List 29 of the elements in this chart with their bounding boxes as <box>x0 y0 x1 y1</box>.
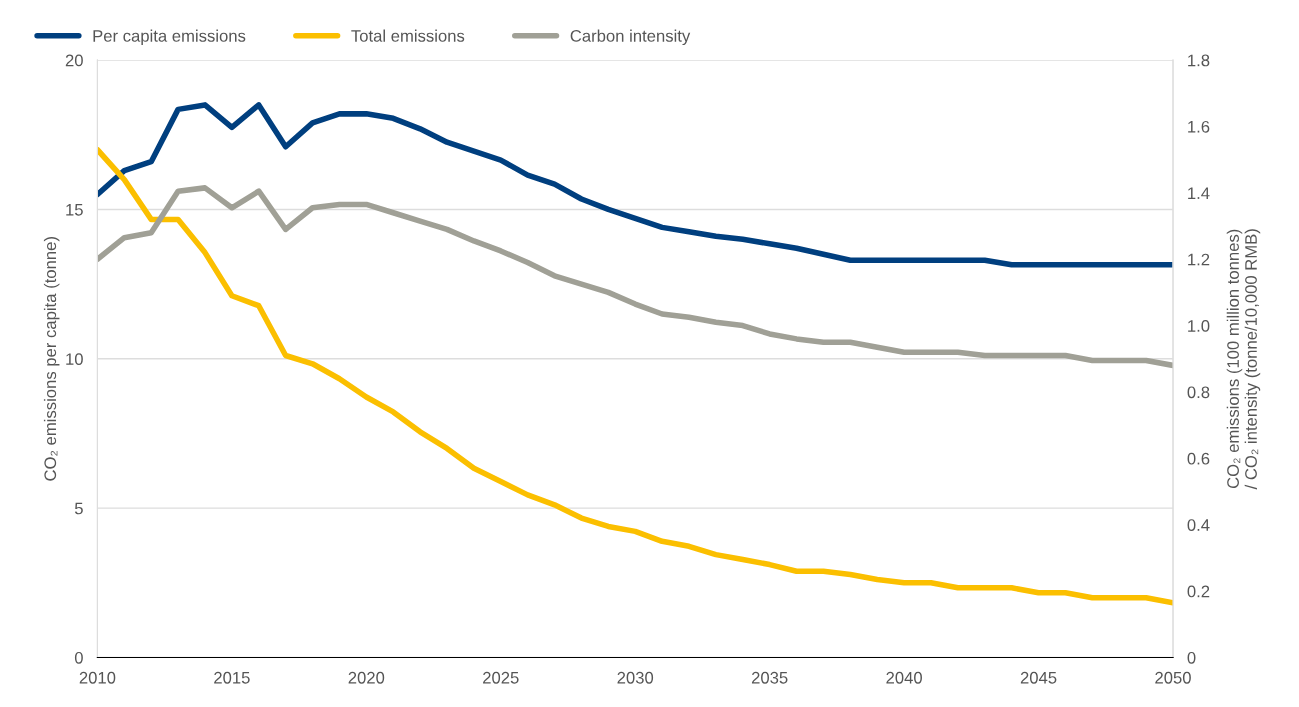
y-tick-label: 15 <box>66 204 83 216</box>
y-tick-label: 10 <box>66 353 83 366</box>
y2-tick-label: 0.2 <box>1187 585 1210 598</box>
y2-axis-title: CO₂ emissions (100 million tonnes) / CO₂ intensity (tonne/10,000 RMB) <box>1226 229 1261 490</box>
legend-label: Total emissions <box>351 29 465 42</box>
x-tick-label: 2050 <box>1155 671 1191 684</box>
x-tick-label: 2010 <box>79 671 116 684</box>
y-tick-label: 20 <box>65 54 83 67</box>
legend-label: Carbon intensity <box>570 29 691 46</box>
y2-tick-label: 1.6 <box>1188 120 1210 133</box>
y2-tick-label: 0 <box>1187 651 1196 664</box>
x-tick-label: 2045 <box>1020 671 1057 684</box>
y2-tick-label: 1.4 <box>1188 187 1210 199</box>
x-tick-label: 2040 <box>886 671 922 684</box>
y2-tick-label: 0.4 <box>1187 519 1210 531</box>
y2-tick-label: 1.8 <box>1188 54 1210 67</box>
x-tick-label: 2035 <box>751 671 788 684</box>
y2-tick-label: 0.8 <box>1187 386 1210 399</box>
y2-tick-label: 0.6 <box>1187 452 1210 465</box>
x-tick-label: 2015 <box>214 671 250 684</box>
y2-tick-label: 1.0 <box>1188 320 1210 332</box>
y-tick-label: 5 <box>74 502 83 515</box>
legend-label: Per capita emissions <box>93 29 246 46</box>
y-tick-label: 0 <box>74 651 83 664</box>
y2-tick-label: 1.2 <box>1188 253 1210 266</box>
x-tick-label: 2020 <box>348 671 385 684</box>
x-tick-label: 2025 <box>483 671 519 684</box>
y-axis-title: CO₂ emissions per capita (tonne) <box>43 237 60 481</box>
x-tick-label: 2030 <box>617 671 654 684</box>
